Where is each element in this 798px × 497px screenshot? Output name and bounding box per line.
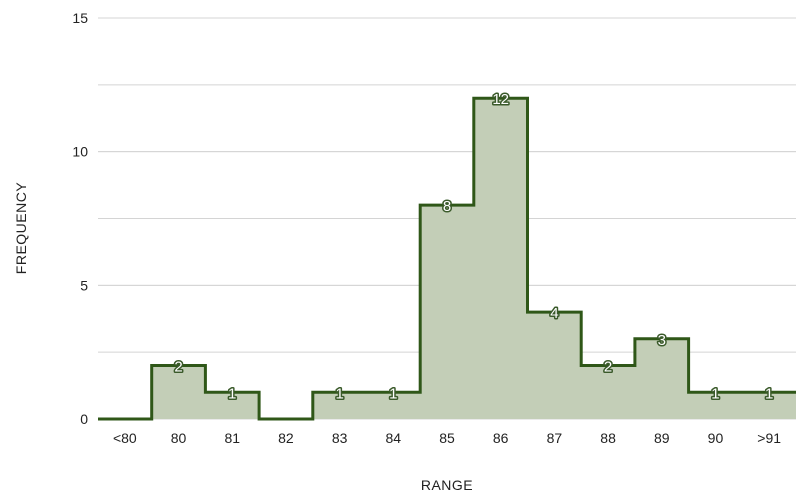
data-label: 12 <box>492 91 509 108</box>
y-tick-label: 15 <box>72 10 88 26</box>
y-tick-label: 0 <box>80 411 88 427</box>
frequency-series <box>98 96 796 421</box>
data-label: 2 <box>174 359 182 376</box>
data-label: 1 <box>335 385 343 402</box>
x-tick-label: 90 <box>708 430 724 446</box>
y-tick-label: 10 <box>72 144 88 160</box>
x-tick-label: >91 <box>757 430 781 446</box>
x-tick-label: 85 <box>439 430 455 446</box>
x-tick-label: 88 <box>600 430 616 446</box>
series-area-fill <box>98 98 796 419</box>
data-label: 1 <box>765 385 773 402</box>
x-tick-label: 89 <box>654 430 670 446</box>
series-step-line <box>98 96 796 421</box>
x-tick-label: 80 <box>171 430 187 446</box>
y-axis-title: FREQUENCY <box>13 182 29 275</box>
data-label: 8 <box>443 198 451 215</box>
data-label: 1 <box>228 385 236 402</box>
data-label: 3 <box>658 332 666 349</box>
x-tick-label: 86 <box>493 430 509 446</box>
data-label: 2 <box>604 359 612 376</box>
data-label: 1 <box>711 385 719 402</box>
y-axis-ticks: 0 5 10 15 <box>72 10 88 427</box>
x-axis-ticks: <80 80 81 82 83 84 85 86 87 88 89 90 >91 <box>113 430 781 446</box>
x-tick-label: 87 <box>547 430 563 446</box>
data-label: 1 <box>389 385 397 402</box>
x-tick-label: 83 <box>332 430 348 446</box>
data-labels: 2 1 1 1 8 12 4 2 3 1 1 <box>173 90 775 404</box>
y-tick-label: 5 <box>80 277 88 293</box>
x-tick-label: <80 <box>113 430 137 446</box>
x-tick-label: 82 <box>278 430 294 446</box>
data-label: 4 <box>550 305 558 322</box>
x-axis-title: RANGE <box>421 477 473 493</box>
x-tick-label: 84 <box>386 430 402 446</box>
x-tick-label: 81 <box>224 430 240 446</box>
